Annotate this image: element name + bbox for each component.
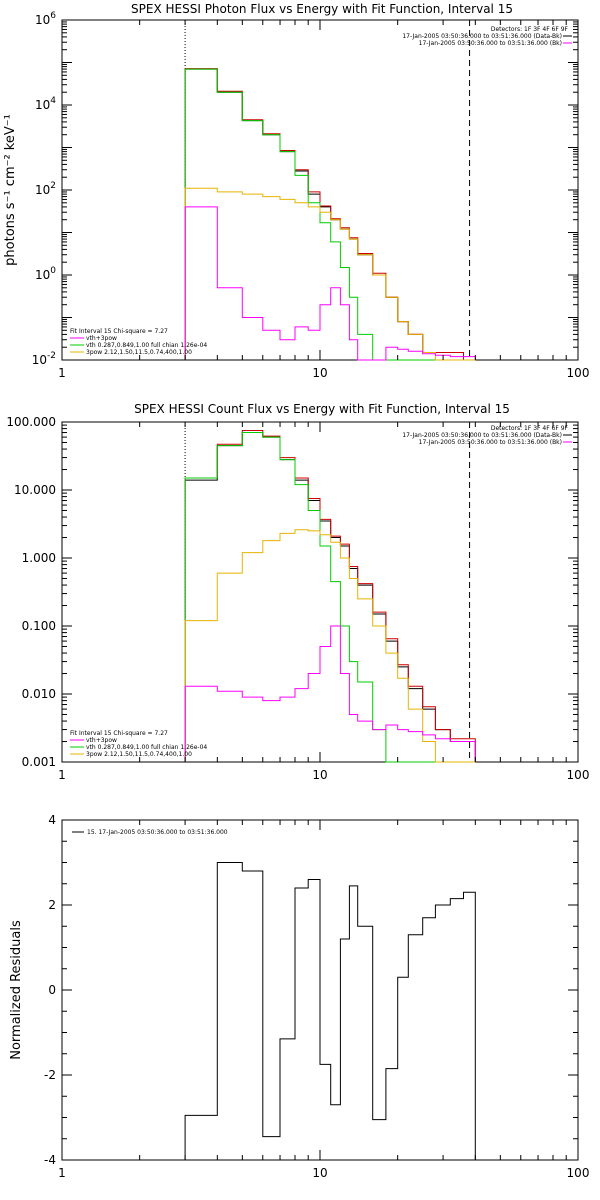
legend-fit-interval: Fit Interval 15 Chi-square = 7.27 [70, 328, 168, 335]
x-tick-label: 10 [312, 1166, 327, 1180]
y-tick-label: 106 [35, 11, 56, 27]
legend-bk-label: 17-Jan-2005 03:50:36.000 to 03:51:36.000… [419, 439, 562, 446]
residuals-legend: 15. 17-Jan-2005 03:50:36.000 to 03:51:36… [72, 829, 228, 836]
x-tick-label: 1 [58, 768, 66, 782]
photon-flux-title: SPEX HESSI Photon Flux vs Energy with Fi… [131, 2, 513, 16]
x-tick-label: 100 [567, 768, 590, 782]
photon-flux-legend-bottom-left: Fit Interval 15 Chi-square = 7.27 vth+3p… [70, 328, 207, 356]
series-data-bk [184, 432, 476, 762]
y-tick-label: -4 [44, 1153, 56, 1167]
series-bk [184, 625, 476, 762]
series-3pow [184, 529, 476, 763]
legend-detectors: Detectors: 1F 3F 4F 6F 9F [491, 425, 569, 432]
y-tick-label: 102 [35, 181, 56, 197]
y-tick-label: 4 [48, 813, 56, 827]
series-bk [184, 206, 476, 361]
photon-flux-x-ticks: 1 10 100 [58, 20, 589, 380]
y-tick-label: 2 [48, 898, 56, 912]
y-tick-label: 10-2 [32, 351, 56, 367]
photon-flux-vlines [184, 20, 471, 360]
photon-flux-series [184, 68, 476, 361]
count-flux-panel: SPEX HESSI Count Flux vs Energy with Fit… [6, 402, 589, 782]
count-flux-legend-bottom-left: Fit Interval 15 Chi-square = 7.27 vth+3p… [70, 730, 207, 758]
legend-detectors: Detectors: 1F 3F 4F 6F 9F [491, 26, 569, 33]
series-vth [184, 432, 476, 763]
legend-vth-3pow-label: vth+3pow [86, 335, 117, 342]
photon-flux-y-axis-label: photons s⁻¹ cm⁻² keV⁻¹ [3, 114, 18, 266]
residuals-series [184, 862, 476, 1160]
count-flux-x-ticks: 1 10 100 [58, 422, 589, 782]
y-tick-label: 0 [48, 983, 56, 997]
y-tick-label: 0.100 [22, 619, 56, 633]
count-flux-vlines [184, 422, 471, 762]
y-tick-label: -2 [44, 1068, 56, 1082]
y-tick-label: 1.000 [22, 551, 56, 565]
count-flux-series [184, 430, 476, 763]
x-tick-label: 1 [58, 366, 66, 380]
x-tick-label: 10 [312, 366, 327, 380]
photon-flux-legend-top-right: Detectors: 1F 3F 4F 6F 9F 17-Jan-2005 03… [402, 26, 572, 47]
residuals-y-ticks: -4 -2 0 2 4 [44, 813, 578, 1167]
legend-data-bk-label: 17-Jan-2005 03:50:36.000 to 03:51:36.000… [402, 33, 562, 40]
series-3pow [184, 187, 476, 361]
series-vth [184, 68, 476, 361]
legend-3pow-label: 3pow 2.12,1.50,11.5,0.74,400,1.00 [86, 751, 192, 758]
count-flux-plot-frame [61, 421, 579, 763]
legend-vth-label: vth 0.287,0.849,1.00 full chian 1.26e-04 [86, 342, 207, 349]
x-tick-label: 100 [567, 1166, 590, 1180]
legend-vth-3pow-label: vth+3pow [86, 737, 117, 744]
y-tick-label: 104 [35, 96, 56, 112]
x-tick-label: 100 [567, 366, 590, 380]
x-tick-label: 10 [312, 768, 327, 782]
count-flux-title: SPEX HESSI Count Flux vs Energy with Fit… [134, 402, 510, 416]
y-tick-label: 0.001 [22, 755, 56, 769]
series-15-17-jan-2005-03-50-36-000-to-03-51-36-000 [184, 862, 476, 1160]
y-tick-label: 0.010 [22, 687, 56, 701]
legend-bk-label: 17-Jan-2005 03:50:36.000 to 03:51:36.000… [419, 40, 562, 47]
residuals-y-axis-label: Normalized Residuals [9, 920, 24, 1060]
count-flux-legend-top-right: Detectors: 1F 3F 4F 6F 9F 17-Jan-2005 03… [402, 425, 572, 446]
photon-flux-y-ticks: 10-2 100 102 104 106 [32, 11, 578, 367]
legend-data-bk-label: 17-Jan-2005 03:50:36.000 to 03:51:36.000… [402, 432, 562, 439]
residuals-panel: 1 10 100 -4 -2 0 2 4 Normalized Residuals 15. … [9, 813, 589, 1180]
legend-3pow-label: 3pow 2.12,1.50,11.5,0.74,400,1.00 [86, 349, 192, 356]
count-flux-y-ticks: 0.001 0.010 0.100 1.000 10.000 100.000 [6, 415, 578, 769]
legend-vth-label: vth 0.287,0.849,1.00 full chian 1.26e-04 [86, 744, 207, 751]
y-tick-label: 10.000 [14, 483, 56, 497]
legend-interval-label: 15. 17-Jan-2005 03:50:36.000 to 03:51:36… [87, 829, 228, 836]
x-tick-label: 1 [58, 1166, 66, 1180]
y-tick-label: 100.000 [6, 415, 56, 429]
photon-flux-panel: SPEX HESSI Photon Flux vs Energy with Fi… [3, 2, 589, 380]
y-tick-label: 100 [35, 266, 56, 282]
residuals-x-ticks: 1 10 100 [58, 820, 589, 1180]
series-vth-3pow [184, 430, 476, 762]
legend-fit-interval: Fit Interval 15 Chi-square = 7.27 [70, 730, 168, 737]
